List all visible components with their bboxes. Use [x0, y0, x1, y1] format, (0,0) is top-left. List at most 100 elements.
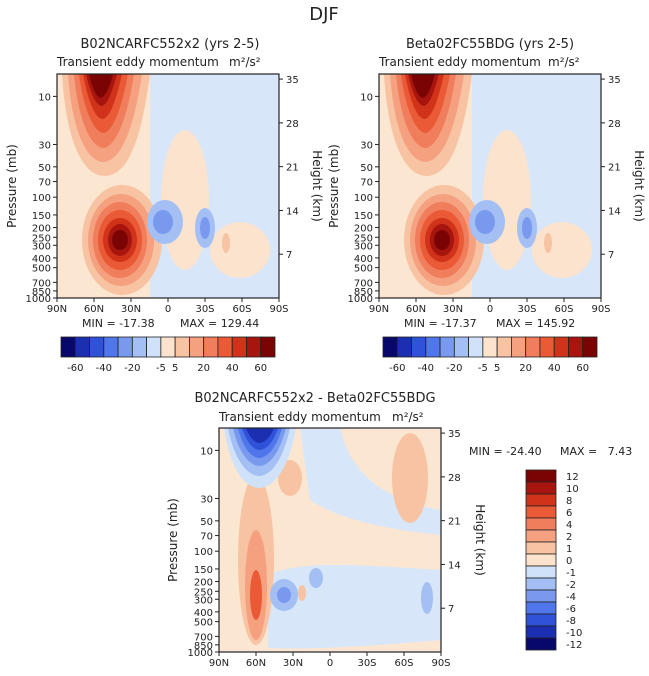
colorbar-label: 0: [566, 556, 572, 567]
pressure-tick-label: 10: [200, 446, 213, 457]
pressure-tick-label: 1000: [188, 648, 213, 659]
lat-tick-label: 90N: [209, 658, 229, 669]
pressure-tick-label: 850: [354, 287, 373, 298]
colorbar-swatch: [568, 336, 584, 358]
height-tick-label: 14: [608, 206, 621, 217]
lat-tick-label: 60N: [406, 304, 426, 315]
lat-tick-label: 30N: [283, 658, 303, 669]
panel-3: B02NCARFC552x2 - Beta02FC55BDG Transient…: [166, 391, 632, 669]
panel-2-pos-mid: [483, 130, 531, 270]
colorbar-label: 10: [566, 484, 579, 495]
lat-tick-label: 90S: [591, 304, 610, 315]
pressure-tick-label: 10: [360, 92, 373, 103]
height-tick-label: 21: [608, 163, 621, 174]
panel-3-neg-low: [268, 565, 441, 649]
colorbar-swatch: [188, 336, 205, 358]
panel-1-pos-small: [222, 233, 230, 253]
colorbar-swatch: [439, 336, 455, 358]
panel-1-plot-area: [56, 73, 280, 299]
pressure-tick-label: 400: [194, 608, 213, 619]
colorbar-swatch: [525, 541, 557, 555]
lat-tick-label: 0: [165, 304, 171, 315]
lat-tick-label: 60N: [246, 658, 266, 669]
colorbar-swatch: [525, 625, 557, 639]
lat-tick-label: 30N: [121, 304, 141, 315]
pressure-tick-label: 30: [360, 140, 373, 151]
panel-3-title: B02NCARFC552x2 - Beta02FC55BDG: [194, 391, 435, 406]
panel-1-title: B02NCARFC552x2 (yrs 2-5): [81, 37, 260, 52]
panel-2-jet-upper-7: [411, 74, 435, 98]
panel-2-title: Beta02FC55BDG (yrs 2-5): [406, 37, 574, 52]
panel-1-neg-4: [200, 217, 210, 239]
panel-3-pos-left-3: [250, 570, 262, 620]
panel-3-pos-upper-center: [278, 460, 302, 496]
pressure-tick-label: 400: [354, 254, 373, 265]
colorbar-label: -6: [566, 604, 576, 615]
pressure-tick-label: 700: [194, 632, 213, 643]
panel-2-max: MAX = 145.92: [496, 317, 575, 330]
colorbar-label: 8: [566, 496, 572, 507]
colorbar-swatch: [482, 336, 498, 358]
panel-2: Beta02FC55BDG (yrs 2-5) Transient eddy m…: [327, 37, 646, 374]
pressure-tick-label: 400: [32, 254, 51, 265]
colorbar-label: 5: [494, 363, 500, 374]
colorbar-label: 40: [226, 363, 239, 374]
panel-1-pos-mid: [161, 130, 209, 270]
pressure-tick-label: 150: [354, 211, 373, 222]
panel-1: B02NCARFC552x2 (yrs 2-5) Transient eddy …: [5, 37, 324, 374]
colorbar-swatch: [525, 336, 541, 358]
lat-tick-label: 90N: [47, 304, 67, 315]
pressure-tick-label: 300: [354, 241, 373, 252]
pressure-tick-label: 30: [38, 140, 51, 151]
lat-tick-label: 60S: [394, 658, 413, 669]
panel-2-subtitle: Transient eddy momentum: [378, 55, 541, 69]
panel-2-height-ticks: 35 28 21 14 7: [601, 75, 621, 261]
panel-3-pos-small: [298, 585, 306, 601]
pressure-tick-label: 150: [194, 565, 213, 576]
pressure-tick-label: 70: [200, 532, 213, 543]
pressure-tick-label: 50: [38, 163, 51, 174]
colorbar-swatch: [217, 336, 233, 358]
height-tick-label: 28: [286, 119, 299, 130]
colorbar-label: -10: [566, 628, 582, 639]
colorbar-swatch: [525, 637, 557, 651]
colorbar-label: -40: [96, 363, 112, 374]
pressure-tick-label: 100: [354, 193, 373, 204]
colorbar-swatch: [525, 601, 557, 615]
colorbar-label: 1: [566, 544, 572, 555]
pressure-tick-label: 1000: [26, 294, 51, 305]
panel-2-colorbar: -60 -40 -20 -5 5 20 40 60: [382, 336, 598, 374]
height-tick-label: 7: [608, 250, 614, 261]
panel-1-height-ticks: 35 28 21 14 7: [279, 75, 299, 261]
pressure-tick-label: 300: [194, 595, 213, 606]
lat-tick-label: 60S: [232, 304, 251, 315]
colorbar-swatch: [496, 336, 512, 358]
pressure-tick-label: 100: [194, 547, 213, 558]
pressure-tick-label: 850: [32, 287, 51, 298]
height-tick-label: 14: [286, 206, 299, 217]
panel-1-jet-upper-7: [89, 74, 113, 98]
lat-tick-label: 90N: [369, 304, 389, 315]
panel-2-neg-4: [522, 217, 532, 239]
colorbar-swatch: [160, 336, 176, 358]
colorbar-swatch: [174, 336, 190, 358]
colorbar-swatch: [525, 589, 557, 603]
lat-tick-label: 30S: [357, 658, 376, 669]
pressure-tick-label: 500: [354, 264, 373, 275]
colorbar-swatch: [525, 481, 557, 495]
colorbar-swatch: [525, 493, 557, 507]
panel-2-ylabel: Pressure (mb): [327, 144, 341, 228]
pressure-tick-label: 250: [354, 233, 373, 244]
colorbar-label: -20: [124, 363, 140, 374]
panel-3-max: MAX = 7.43: [560, 445, 632, 458]
colorbar-swatch: [203, 336, 219, 358]
colorbar-label: 20: [519, 363, 532, 374]
pressure-tick-label: 700: [354, 278, 373, 289]
colorbar-swatch: [131, 336, 147, 358]
colorbar-label: 60: [576, 363, 589, 374]
colorbar-swatch: [396, 336, 412, 358]
colorbar-swatch: [582, 336, 598, 358]
